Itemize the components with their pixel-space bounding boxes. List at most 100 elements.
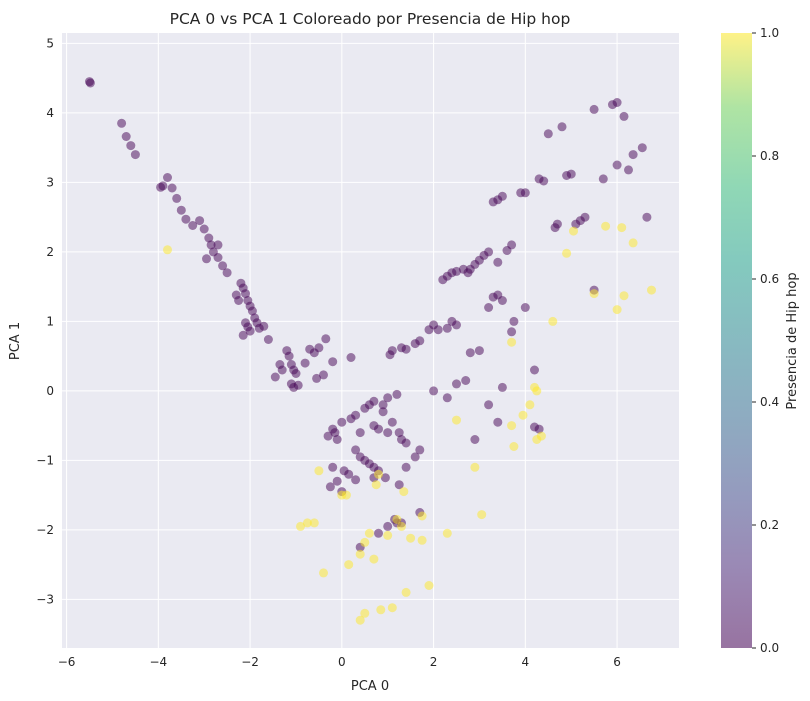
point-no-hip-hop <box>346 353 356 362</box>
point-no-hip-hop <box>270 372 280 382</box>
point-no-hip-hop <box>509 316 519 326</box>
point-no-hip-hop <box>206 240 216 250</box>
point-hip-hop <box>383 530 393 540</box>
point-no-hip-hop <box>415 445 425 455</box>
point-hip-hop <box>617 223 627 233</box>
point-hip-hop <box>417 511 427 521</box>
point-no-hip-hop <box>624 165 633 175</box>
point-hip-hop <box>417 535 427 545</box>
x-tick-label: 2 <box>430 655 438 669</box>
plot-background <box>62 33 679 648</box>
point-no-hip-hop <box>484 303 494 312</box>
point-no-hip-hop <box>380 473 390 483</box>
point-no-hip-hop <box>484 400 494 410</box>
y-tick-label: 4 <box>46 106 54 120</box>
point-no-hip-hop <box>321 334 331 344</box>
point-no-hip-hop <box>383 521 393 531</box>
point-hip-hop <box>507 337 517 347</box>
colorbar-ticks: 0.0 0.2 0.4 0.6 0.8 1.0 <box>752 26 779 655</box>
x-tick-label: 4 <box>522 655 530 669</box>
point-no-hip-hop <box>465 348 475 358</box>
point-no-hip-hop <box>401 344 411 354</box>
x-axis-ticks: −6 −4 −2 0 2 4 6 <box>58 655 621 669</box>
y-axis-label: PCA 1 <box>8 322 23 360</box>
colorbar-tick-label: 0.0 <box>760 641 779 655</box>
point-hip-hop <box>364 528 374 538</box>
point-no-hip-hop <box>176 205 186 215</box>
point-no-hip-hop <box>442 393 452 403</box>
point-no-hip-hop <box>369 396 379 406</box>
grid-lines <box>62 33 679 648</box>
point-no-hip-hop <box>332 476 342 486</box>
point-hip-hop <box>371 480 381 490</box>
point-no-hip-hop <box>163 173 172 182</box>
colorbar-tick-label: 0.2 <box>760 518 779 532</box>
point-no-hip-hop <box>429 386 439 396</box>
point-no-hip-hop <box>291 369 301 378</box>
point-no-hip-hop <box>461 376 471 385</box>
point-hip-hop <box>319 568 328 578</box>
point-no-hip-hop <box>263 335 273 344</box>
point-no-hip-hop <box>497 382 507 392</box>
point-no-hip-hop <box>245 326 255 336</box>
point-no-hip-hop <box>330 428 340 438</box>
point-no-hip-hop <box>612 160 622 170</box>
point-hip-hop <box>518 410 528 420</box>
point-no-hip-hop <box>117 118 127 128</box>
point-hip-hop <box>548 316 558 326</box>
point-no-hip-hop <box>374 424 383 434</box>
point-no-hip-hop <box>213 253 223 262</box>
y-tick-label: 1 <box>46 314 54 328</box>
point-hip-hop <box>314 466 324 476</box>
point-hip-hop <box>399 487 409 497</box>
point-no-hip-hop <box>378 407 388 417</box>
point-hip-hop <box>509 442 519 451</box>
point-no-hip-hop <box>332 435 342 444</box>
point-no-hip-hop <box>222 268 232 278</box>
point-no-hip-hop <box>497 296 507 305</box>
point-no-hip-hop <box>378 400 388 410</box>
point-no-hip-hop <box>530 365 539 375</box>
point-hip-hop <box>401 587 411 597</box>
point-no-hip-hop <box>204 233 214 243</box>
point-no-hip-hop <box>539 176 549 186</box>
point-no-hip-hop <box>520 188 530 198</box>
y-tick-label: −3 <box>36 592 54 606</box>
point-no-hip-hop <box>344 469 354 479</box>
x-tick-label: −6 <box>58 655 76 669</box>
point-hip-hop <box>376 605 386 615</box>
colorbar <box>721 33 752 648</box>
point-no-hip-hop <box>497 191 507 201</box>
point-no-hip-hop <box>507 327 517 337</box>
x-tick-label: −4 <box>149 655 167 669</box>
point-no-hip-hop <box>234 296 244 305</box>
point-no-hip-hop <box>202 254 211 264</box>
point-hip-hop <box>355 549 365 559</box>
point-no-hip-hop <box>328 462 338 472</box>
y-tick-label: 2 <box>46 245 54 259</box>
point-hip-hop <box>569 226 578 236</box>
point-no-hip-hop <box>199 224 209 234</box>
point-hip-hop <box>536 431 546 441</box>
point-hip-hop <box>589 289 599 299</box>
point-no-hip-hop <box>493 257 503 267</box>
point-no-hip-hop <box>628 150 638 160</box>
point-hip-hop <box>612 305 622 315</box>
point-no-hip-hop <box>474 346 484 356</box>
point-no-hip-hop <box>415 336 425 346</box>
point-no-hip-hop <box>598 174 608 184</box>
point-no-hip-hop <box>401 462 411 472</box>
point-no-hip-hop <box>284 351 294 361</box>
point-no-hip-hop <box>493 417 503 427</box>
point-no-hip-hop <box>589 104 599 114</box>
point-no-hip-hop <box>130 150 140 160</box>
point-no-hip-hop <box>181 214 191 224</box>
point-hip-hop <box>525 400 535 410</box>
point-no-hip-hop <box>557 122 567 132</box>
point-no-hip-hop <box>355 428 365 438</box>
point-no-hip-hop <box>351 445 361 455</box>
y-tick-label: 5 <box>46 36 54 50</box>
point-hip-hop <box>562 248 572 258</box>
point-no-hip-hop <box>247 306 257 316</box>
y-axis-ticks: −3 −2 −1 0 1 2 3 4 5 <box>36 36 54 606</box>
